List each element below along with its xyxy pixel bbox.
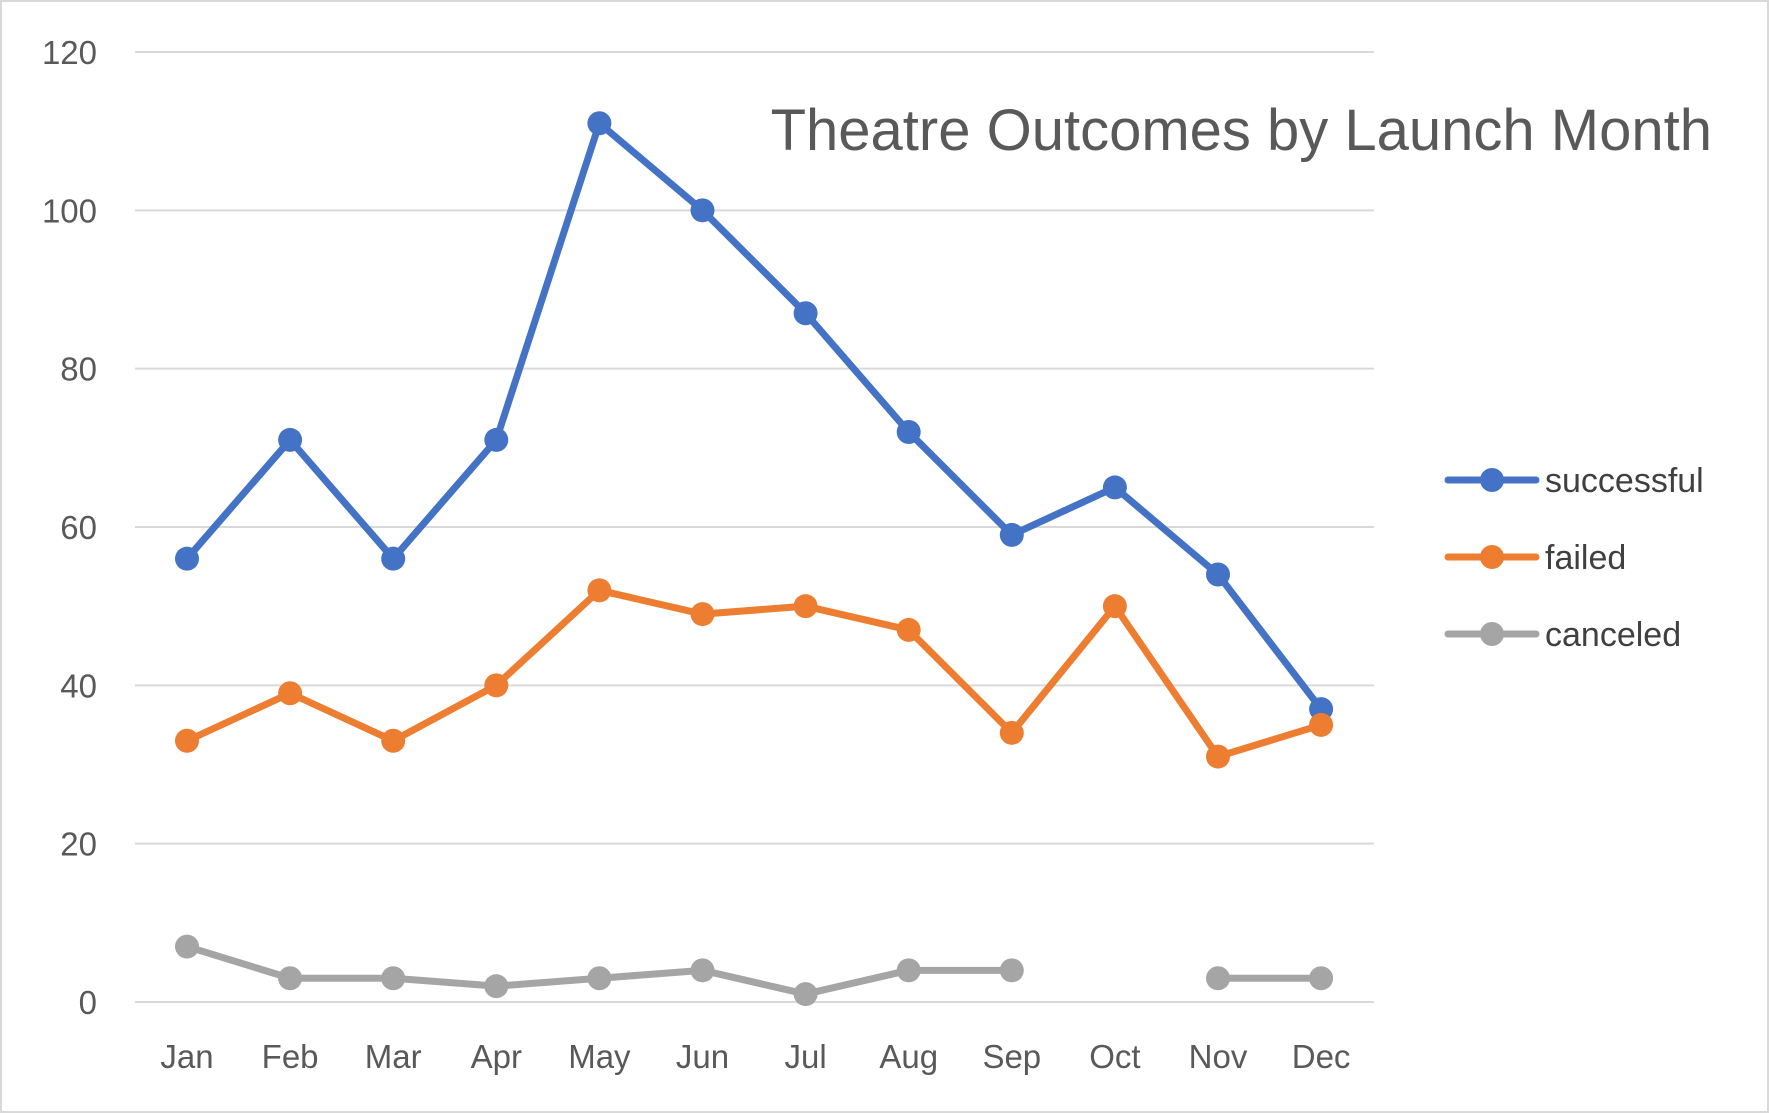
legend-label: failed — [1545, 539, 1626, 577]
x-tick-label: Jan — [160, 1038, 213, 1075]
data-point-successful-May — [587, 111, 612, 136]
data-point-canceled-May — [587, 966, 612, 991]
y-tick-label: 40 — [60, 667, 97, 704]
x-tick-label: Feb — [262, 1038, 319, 1075]
series-lines — [175, 111, 1334, 1007]
data-point-failed-Mar — [381, 728, 406, 753]
x-tick-label: Jul — [785, 1038, 827, 1075]
series-successful — [175, 111, 1334, 722]
x-tick-label: Sep — [982, 1038, 1041, 1075]
x-tick-label: Oct — [1089, 1038, 1140, 1075]
data-point-canceled-Dec — [1309, 966, 1334, 991]
legend-label: canceled — [1545, 616, 1681, 654]
data-point-successful-Mar — [381, 546, 406, 571]
x-tick-label: Jun — [676, 1038, 729, 1075]
data-point-canceled-Feb — [278, 966, 303, 991]
x-tick-label: Apr — [471, 1038, 522, 1075]
data-point-failed-Oct — [1102, 594, 1127, 619]
legend-swatch-marker — [1480, 545, 1504, 569]
x-tick-label: Dec — [1292, 1038, 1351, 1075]
data-point-canceled-Jun — [690, 958, 715, 983]
series-line-failed — [183, 586, 1325, 761]
data-point-successful-Oct — [1102, 475, 1127, 500]
y-tick-label: 100 — [42, 192, 97, 229]
data-point-failed-Jun — [690, 602, 715, 627]
data-point-successful-Sep — [999, 522, 1024, 547]
data-point-canceled-Jul — [793, 982, 818, 1007]
x-tick-label: Aug — [879, 1038, 938, 1075]
x-axis-tick-labels: Jan Feb Mar Apr May Jun Jul Aug Sep Oct Nov Dec — [160, 1038, 1350, 1075]
data-point-failed-May — [587, 578, 612, 603]
data-point-failed-Dec — [1309, 712, 1334, 737]
data-point-failed-Jan — [175, 728, 199, 753]
data-point-successful-Aug — [896, 420, 921, 444]
data-point-failed-Apr — [484, 673, 509, 698]
y-axis-tick-labels: 0 20 40 60 80 100 120 — [42, 34, 97, 1021]
data-point-canceled-Nov — [1206, 966, 1230, 991]
data-point-successful-Jul — [793, 301, 818, 326]
series-failed — [175, 578, 1334, 769]
data-point-canceled-Sep — [999, 958, 1024, 983]
x-tick-label: May — [568, 1038, 631, 1075]
data-point-failed-Feb — [278, 681, 303, 706]
data-point-canceled-Mar — [381, 966, 406, 991]
data-point-failed-Nov — [1206, 744, 1230, 769]
legend-swatch-marker — [1480, 622, 1504, 646]
data-point-successful-Jan — [175, 546, 199, 571]
x-tick-label: Mar — [365, 1038, 422, 1075]
legend-swatch-marker — [1480, 468, 1504, 492]
data-point-failed-Sep — [999, 720, 1024, 745]
data-point-successful-Apr — [484, 427, 509, 452]
y-tick-label: 60 — [60, 509, 97, 546]
y-tick-label: 80 — [60, 351, 97, 388]
series-line-successful — [183, 119, 1325, 713]
x-tick-label: Nov — [1189, 1038, 1248, 1075]
data-point-canceled-Apr — [484, 974, 509, 999]
legend-item-canceled: canceled — [1444, 616, 1681, 654]
data-point-failed-Jul — [793, 594, 818, 619]
gridlines — [135, 51, 1374, 1003]
y-tick-label: 0 — [79, 984, 97, 1021]
legend: successful failed canceled — [1444, 462, 1704, 654]
y-tick-label: 20 — [60, 826, 97, 863]
data-point-successful-Nov — [1206, 562, 1230, 587]
y-tick-label: 120 — [42, 34, 97, 71]
data-point-successful-Feb — [278, 427, 303, 452]
legend-item-successful: successful — [1444, 462, 1704, 500]
data-point-successful-Jun — [690, 198, 715, 223]
legend-item-failed: failed — [1444, 539, 1626, 577]
legend-label: successful — [1545, 462, 1704, 500]
data-point-failed-Aug — [896, 617, 921, 642]
chart-title: Theatre Outcomes by Launch Month — [771, 98, 1712, 163]
data-point-canceled-Aug — [896, 958, 921, 983]
series-canceled — [175, 934, 1334, 1007]
data-point-canceled-Jan — [175, 934, 199, 959]
